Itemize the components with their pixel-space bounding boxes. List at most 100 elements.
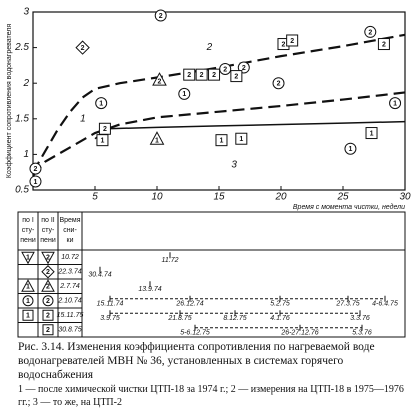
y-tick-label: 1 xyxy=(23,149,29,160)
marker xyxy=(149,131,165,145)
table-header: по I xyxy=(22,217,34,224)
curve-label: 2 xyxy=(206,42,213,53)
curve-label: 3 xyxy=(231,160,237,171)
marker-label: 2 xyxy=(382,41,386,48)
table-date: 21.8.75 xyxy=(167,315,191,322)
marker-label: 2 xyxy=(223,66,227,73)
x-tick-label: 5 xyxy=(92,192,98,203)
caption-legend: 1 — после химической чистки ЦТП-18 за 19… xyxy=(18,384,404,408)
table-date: 30.4.74 xyxy=(88,272,111,279)
marker xyxy=(42,324,54,336)
table-header: сни- xyxy=(63,227,77,234)
symbol-label: 1 xyxy=(26,284,30,291)
table-header: пени xyxy=(40,237,56,244)
marker-label: 1 xyxy=(182,91,186,98)
marker-label: 1 xyxy=(348,146,352,153)
y-tick-label: 3 xyxy=(23,7,29,18)
marker-label: 2 xyxy=(242,65,246,72)
marker xyxy=(42,295,54,307)
table-date: 13.9.74 xyxy=(138,286,161,293)
table-time: 30.8.75 xyxy=(58,327,81,334)
marker xyxy=(286,34,299,47)
symbol-label: 2 xyxy=(46,327,50,334)
table-time: 15.11.75 xyxy=(57,312,84,319)
marker-label: 2 xyxy=(81,45,85,52)
marker-label: 1 xyxy=(370,130,374,137)
marker xyxy=(183,68,196,81)
marker-label: 2 xyxy=(234,73,238,80)
x-tick-label: 25 xyxy=(336,192,349,203)
marker xyxy=(154,9,167,22)
marker-label: 2 xyxy=(277,81,281,88)
marker-label: 2 xyxy=(282,41,286,48)
marker xyxy=(208,68,221,81)
marker xyxy=(389,97,402,110)
table-header: сту- xyxy=(22,227,35,234)
marker-label: 2 xyxy=(212,72,216,79)
x-tick-label: 20 xyxy=(274,192,287,203)
marker-label: 1 xyxy=(100,138,104,145)
marker-label: 1 xyxy=(220,138,224,145)
table-time: 10.72 xyxy=(61,254,79,261)
marker xyxy=(41,251,55,265)
marker-label: 1 xyxy=(155,138,159,145)
marker xyxy=(95,97,108,110)
table-date: 15.11.74 xyxy=(97,301,124,308)
marker-label: 1 xyxy=(393,100,397,107)
table-date: 5.2.75 xyxy=(270,301,290,308)
marker-label: 1 xyxy=(239,136,243,143)
table-header: сту- xyxy=(42,227,55,234)
marker xyxy=(22,295,34,307)
marker xyxy=(29,175,42,188)
marker xyxy=(178,87,191,100)
symbol-label: 2 xyxy=(46,313,50,320)
table-date: 8.12.75 xyxy=(223,315,246,322)
marker xyxy=(21,251,35,265)
table-header: Время xyxy=(59,217,80,224)
marker-label: 2 xyxy=(187,72,191,79)
table-header: ки xyxy=(67,237,74,244)
table-date: 4-6.4.75 xyxy=(372,301,398,308)
curve xyxy=(32,91,406,177)
table-date: 26.12.74 xyxy=(175,301,203,308)
marker xyxy=(219,62,232,75)
marker xyxy=(21,279,35,292)
marker xyxy=(230,70,243,83)
table-date: 11.72 xyxy=(162,257,179,264)
table-time: 2.10.74 xyxy=(57,298,81,305)
marker xyxy=(344,142,357,155)
x-tick-label: 30 xyxy=(399,192,411,203)
marker xyxy=(377,38,390,51)
symbol-label: 1 xyxy=(26,255,30,262)
marker xyxy=(272,77,285,90)
marker-label: 2 xyxy=(159,13,163,20)
curve xyxy=(94,120,406,140)
table-time: 2.7.74 xyxy=(59,283,80,290)
marker xyxy=(215,134,228,147)
table-header: пени xyxy=(20,237,36,244)
marker-label: 1 xyxy=(99,100,103,107)
marker-label: 1 xyxy=(34,179,38,186)
x-axis-label: Время с момента чистки, недели xyxy=(293,203,405,211)
table-frame xyxy=(17,211,406,338)
curve xyxy=(32,33,406,173)
symbol-label: 2 xyxy=(46,298,50,305)
table-date: 3.9.75 xyxy=(100,315,120,322)
marker xyxy=(41,265,55,279)
symbol-label: 1 xyxy=(26,313,30,320)
symbol-label: 2 xyxy=(46,269,50,276)
marker xyxy=(29,162,42,175)
marker xyxy=(235,132,248,145)
marker xyxy=(22,309,34,321)
marker xyxy=(42,309,54,321)
marker xyxy=(96,134,109,147)
marker-label: 2 xyxy=(103,126,107,133)
marker-label: 2 xyxy=(34,166,38,173)
x-tick-label: 10 xyxy=(151,192,163,203)
marker xyxy=(365,127,378,140)
table-date: 5-6.12.75 xyxy=(180,330,210,337)
table-date: 4.1.76 xyxy=(270,315,290,322)
symbol-label: 1 xyxy=(26,298,30,305)
